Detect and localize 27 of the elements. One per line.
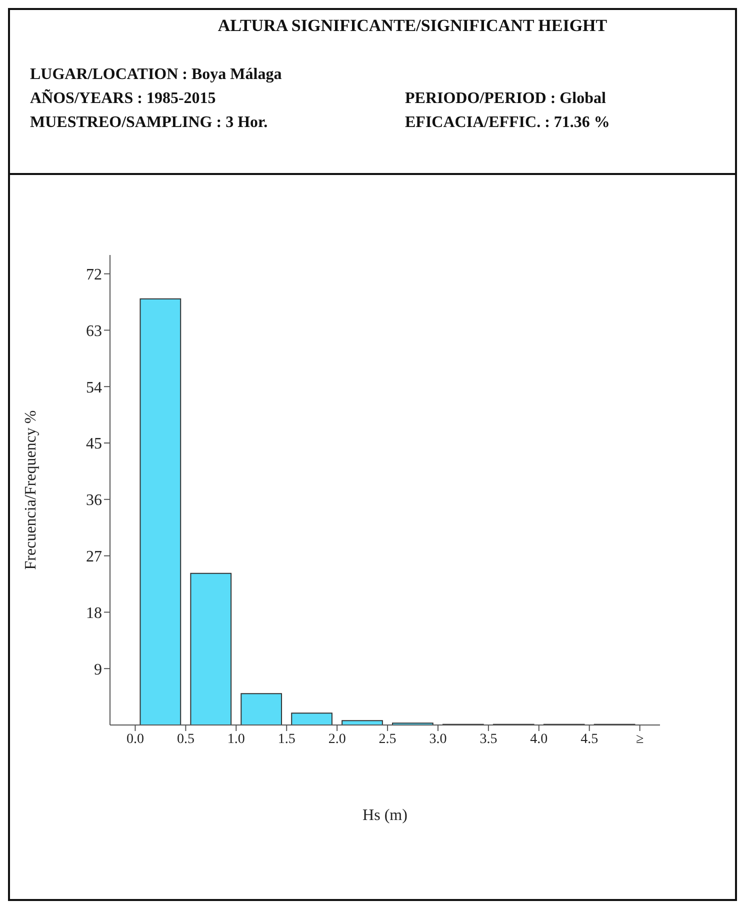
y-tick-label: 36 [86,492,102,510]
x-tick-label: 3.5 [480,732,498,747]
y-tick-label: 18 [86,604,102,622]
x-tick-label: 2.5 [378,732,396,747]
x-tick-label: 0.0 [126,732,144,747]
y-tick-label: 63 [86,322,102,340]
x-tick-label: 4.0 [530,732,548,747]
x-tick-label: 4.5 [580,732,598,747]
y-tick-label: 54 [86,379,102,396]
y-axis-title: Frecuencia/Frequency % [22,410,40,570]
y-tick-label: 9 [94,661,102,678]
text: EFICACIA/EFFIC. : 71.36 % [405,114,611,132]
chart-title: ALTURA SIGNIFICANTE/SIGNIFICANT HEIGHT [216,16,608,36]
x-axis-title: Hs (m) [362,807,408,824]
text: LUGAR/LOCATION : Boya Málaga [30,66,283,84]
text: AÑOS/YEARS : 1985-2015 [30,90,217,108]
x-tick-label: 1.0 [227,732,245,747]
y-tick-label: 72 [86,266,102,284]
text: PERIODO/PERIOD : Global [405,90,607,108]
x-tick-label: 2.0 [328,732,346,747]
text: MUESTREO/SAMPLING : 3 Hor. [30,114,269,132]
x-tick-label: ≥ [636,732,644,747]
y-tick-label: 27 [86,548,102,566]
x-tick-label: 0.5 [176,732,194,747]
x-tick-label: 1.5 [278,732,296,747]
y-tick-label: 45 [86,436,102,453]
x-tick-label: 3.0 [429,732,447,747]
